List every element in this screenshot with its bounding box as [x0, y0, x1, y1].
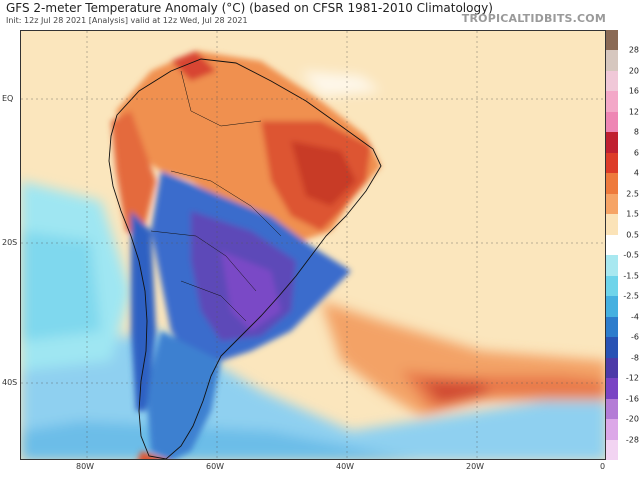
colorbar-segment	[606, 132, 618, 154]
lat-label-40s: 40S	[2, 378, 18, 387]
colorbar-label: 0.5	[626, 230, 639, 240]
colorbar-segment	[606, 337, 618, 359]
map-subtitle: Init: 12z Jul 28 2021 [Analysis] valid a…	[6, 16, 248, 25]
colorbar-segment	[606, 398, 618, 420]
colorbar-label: 12	[628, 107, 639, 117]
colorbar-segment	[606, 296, 618, 318]
colorbar-label: 16	[628, 86, 639, 96]
lon-label-40w: 40W	[336, 462, 355, 471]
colorbar-label: 28	[628, 45, 639, 55]
map-canvas	[21, 31, 605, 459]
colorbar-segment	[606, 91, 618, 113]
lon-label-20w: 20W	[466, 462, 485, 471]
coastline	[108, 58, 382, 459]
graticule	[21, 31, 605, 459]
lon-label-80w: 80W	[76, 462, 95, 471]
colorbar-label: -6	[631, 332, 639, 342]
brand-logo: TROPICALTIDBITS.COM	[461, 12, 606, 25]
colorbar-segment	[606, 50, 618, 72]
colorbar-segment	[606, 439, 618, 461]
colorbar: 28 20 16 12 8 6 4 2.5 1.5 0.5 -0.5 -1.5 -2.5 -4 -6 -8 -1…	[606, 30, 640, 461]
lat-label-eq: EQ	[2, 94, 14, 103]
colorbar-segment	[606, 30, 618, 51]
colorbar-label: -1.5	[623, 271, 639, 281]
colorbar-segment	[606, 378, 618, 400]
lat-label-20s: 20S	[2, 238, 18, 247]
colorbar-segment	[606, 70, 618, 92]
anomaly-map	[20, 30, 606, 460]
colorbar-segment	[606, 316, 618, 338]
lon-label-0: 0	[600, 462, 606, 471]
colorbar-label: -28	[625, 435, 639, 445]
lon-label-60w: 60W	[206, 462, 225, 471]
colorbar-segment	[606, 214, 618, 236]
colorbar-label: -16	[625, 394, 639, 404]
colorbar-label: -8	[631, 353, 639, 363]
colorbar-label: 8	[633, 127, 639, 137]
colorbar-label: -2.5	[623, 291, 639, 301]
colorbar-label: -4	[631, 312, 639, 322]
colorbar-segment	[606, 193, 618, 215]
colorbar-label: 2.5	[626, 189, 639, 199]
colorbar-segment	[606, 275, 618, 297]
colorbar-label: 6	[633, 148, 639, 158]
colorbar-segment	[606, 234, 618, 256]
header: GFS 2-meter Temperature Anomaly (°C) (ba…	[0, 0, 640, 30]
colorbar-label: 1.5	[626, 209, 639, 219]
colorbar-label: 20	[628, 66, 639, 76]
colorbar-segment	[606, 111, 618, 133]
colorbar-segment	[606, 419, 618, 441]
colorbar-segment	[606, 173, 618, 195]
colorbar-label: -12	[625, 373, 639, 383]
colorbar-label: -0.5	[623, 250, 639, 260]
colorbar-segment	[606, 357, 618, 379]
colorbar-segment	[606, 152, 618, 174]
colorbar-segment	[606, 255, 618, 277]
map-title: GFS 2-meter Temperature Anomaly (°C) (ba…	[6, 1, 493, 15]
colorbar-label: -20	[625, 414, 639, 424]
colorbar-label: 4	[633, 168, 639, 178]
